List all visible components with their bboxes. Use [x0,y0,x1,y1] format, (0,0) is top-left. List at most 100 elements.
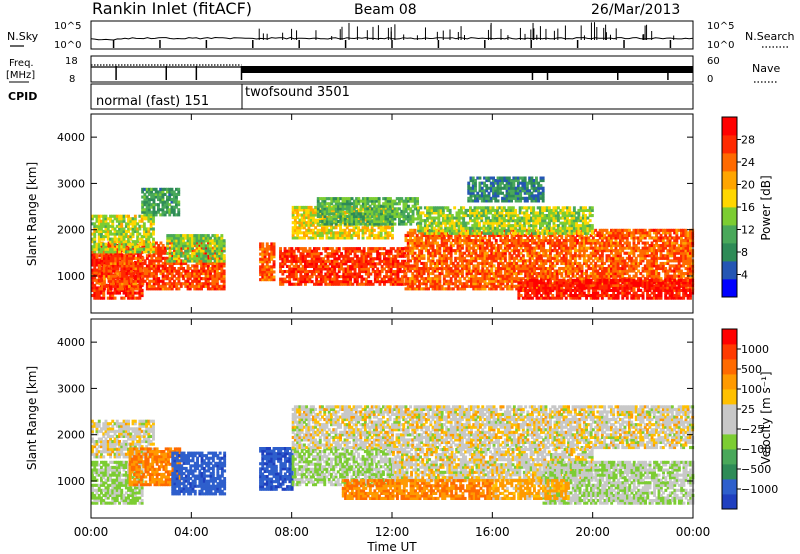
power-cells-cell-2254 [335,247,339,251]
power-cells-cell-2674 [305,211,309,215]
power-cells-cell-2109 [308,247,312,251]
power-cells-cell-775 [164,251,167,255]
power-cells-cell-2374 [360,282,364,286]
power-cells-cell-2559 [396,270,400,274]
power-cells-cell-1624 [177,210,181,214]
power-cells-cell-2340 [353,275,357,279]
power-cells-cell-2719 [314,208,318,212]
power-cells-cell-1896 [263,247,267,251]
power-cells-cell-2549 [394,262,398,266]
power-cells-cell-2495 [385,280,389,284]
power-cells-cell-1932 [270,250,274,254]
power-cells-cell-2056 [299,262,303,266]
power-cells-cell-1849 [220,236,224,240]
power-cells-cell-1553 [157,190,160,194]
power-cells-cell-2496 [385,275,389,279]
power-cells-cell-2587 [401,254,404,258]
power-cells-cell-1198 [97,240,101,244]
power-cells-cell-2066 [301,267,305,271]
power-cells-cell-1764 [200,254,203,258]
power-cells-cell-1769 [200,236,203,240]
power-cells-cell-1536 [152,195,156,199]
power-cells-cell-71 [100,278,103,282]
power-cells-cell-516 [125,284,129,288]
power-cells-cell-2378 [360,270,364,274]
power-cells-cell-1627 [177,200,181,204]
power-cells-cell-1283 [113,232,117,236]
power-cells-cell-589 [136,287,140,291]
power-cells-cell-697 [152,261,156,265]
power-cells-cell-1885 [263,278,267,282]
power-cells-cell-2241 [333,252,337,256]
power-cells-cell-1898 [265,275,269,279]
power-cells-cell-2471 [378,259,382,263]
power-cells-cell-1441 [145,232,149,236]
freq-trace [91,64,693,80]
power-cells-cell-2548 [394,264,398,268]
power-cells-cell-1152 [222,277,226,281]
power-cells-cell-2293 [344,267,348,271]
power-cells-cell-2412 [367,280,371,284]
power-cells-cell-1884 [261,242,265,246]
power-cells-cell-1874 [261,267,265,271]
power-cells-cell-2542 [394,282,398,286]
power-cells-cell-779 [166,282,170,286]
power-cells-cell-1043 [206,269,210,273]
power-cells-cell-2577 [398,249,402,253]
power-cells-cell-1227 [102,224,106,228]
power-cells-cell-1889 [263,267,267,271]
power-cells-cell-2668 [305,231,309,235]
power-cells-cell-1076 [211,261,215,265]
power-cells-cell-2040 [297,280,301,284]
power-cells-cell-348 [98,267,102,271]
power-cells-cell-689 [152,282,156,286]
power-cells-cell-560 [132,284,136,288]
power-cells-cell-2654 [300,205,304,209]
power-cells-cell-2352 [355,280,359,284]
power-cells-cell-387 [105,269,109,273]
power-cells-cell-2126 [313,262,316,266]
freq-tick-top: 18 [65,56,78,67]
power-cells-cell-1293 [115,224,119,228]
power-cells-cell-1899 [265,273,269,277]
power-cells-cell-1879 [261,255,265,259]
power-cells-cell-710 [155,269,158,273]
power-cells-cell-2145 [315,249,319,253]
power-cells-cell-854 [177,277,181,281]
power-cells-cell-868 [179,267,183,271]
power-cells-cell-247 [127,263,130,267]
power-cells-cell-1061 [209,261,212,265]
power-cells-cell-1452 [147,235,151,239]
power-cells-cell-39 [95,281,99,285]
power-cells-cell-1728 [191,259,194,263]
power-cells-cell-1169 [91,222,94,226]
power-cells-cell-1489 [141,190,145,194]
power-cells-cell-1576 [163,203,167,207]
power-cells-cell-2463 [376,249,380,253]
power-cells-cell-2766 [325,228,329,232]
power-cells-cell-521 [125,272,129,276]
power-cells-cell-1071 [211,277,215,281]
power-cells-cell-312 [138,291,142,295]
power-cells-cell-829 [173,269,176,273]
power-cells-cell-2664 [303,211,306,215]
power-cells-cell-1317 [120,232,124,236]
power-cells-cell-122 [109,296,112,300]
power-cells-cell-2606 [291,226,295,230]
power-cells-cell-720 [157,284,161,288]
power-cells-cell-37 [95,288,99,292]
power-cells-cell-427 [112,274,115,278]
power-cells-cell-421 [109,244,113,248]
power-cells-cell-1865 [259,257,262,261]
power-cells-cell-1344 [124,224,128,228]
power-cells-cell-1984 [285,264,289,268]
power-cells-cell-2573 [398,264,402,268]
power-cells-cell-2292 [344,270,348,274]
power-cells-cell-380 [103,254,106,258]
power-cells-cell-2635 [298,236,302,240]
power-cells-cell-275 [131,286,135,290]
power-cells-cell-2807 [334,226,338,230]
power-cells-cell-1070 [211,279,215,283]
power-cells-cell-1792 [206,246,210,250]
power-cells-cell-1519 [147,187,151,191]
